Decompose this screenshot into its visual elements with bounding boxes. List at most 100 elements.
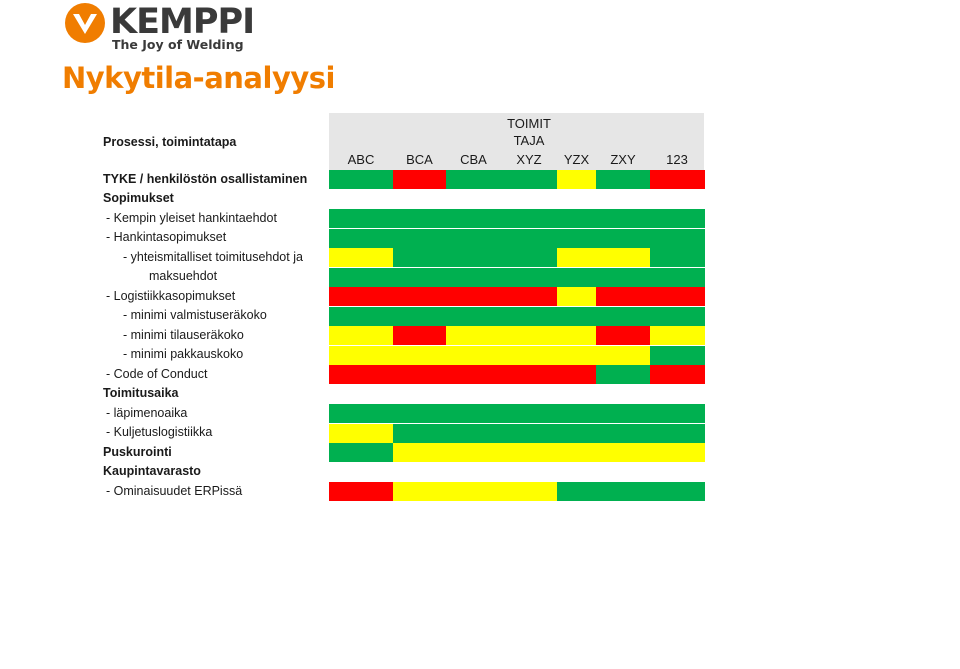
status-cell [446,209,502,228]
row-label: - yhteismitalliset toimitusehdot ja [123,249,303,264]
status-cell [501,248,558,267]
status-cell [329,365,394,384]
status-cell [596,267,651,287]
status-cell [596,306,651,326]
status-cell [557,365,597,384]
status-cell [596,384,651,404]
logo-wordmark: KEMPPI [110,2,255,42]
status-cell [329,248,394,267]
status-cell [393,482,447,501]
row-label: - Kempin yleiset hankintaehdot [106,210,277,225]
status-cell [329,423,394,443]
status-cell [501,404,558,423]
status-cell [596,209,651,228]
status-cell [501,443,558,462]
status-cell [557,248,597,267]
status-cell [501,326,558,345]
status-cell [329,228,394,248]
status-cell [329,384,394,404]
column-header: ZXY [610,152,636,167]
row-label: Toimitusaika [103,386,179,400]
status-cell [393,443,447,462]
supplier-group-header: TOIMIT TAJA [501,115,557,149]
status-cell [557,306,597,326]
status-cell [446,462,502,482]
status-cell [596,423,651,443]
status-cell [501,482,558,501]
row-label: - Code of Conduct [106,366,208,381]
status-cell [446,189,502,209]
status-cell [557,443,597,462]
status-cell [650,306,705,326]
status-cell [329,170,394,189]
status-cell [329,287,394,306]
status-cell [501,228,558,248]
supplier-group-header-line-2: TAJA [513,133,545,148]
status-cell [393,189,447,209]
label-column [103,113,329,500]
status-cell [446,326,502,345]
status-cell [393,228,447,248]
status-cell [446,404,502,423]
status-cell [557,170,597,189]
status-cell [650,287,705,306]
status-cell [393,248,447,267]
status-cell [557,267,597,287]
status-cell [596,287,651,306]
status-cell [557,189,597,209]
status-cell [557,462,597,482]
column-header: BCA [406,152,433,167]
status-cell [501,189,558,209]
status-cell [650,345,705,365]
status-cell [329,345,394,365]
row-label: maksuehdot [149,269,218,283]
status-cell [501,384,558,404]
row-label: Sopimukset [103,191,174,205]
status-cell [596,189,651,209]
status-cell [650,248,705,267]
status-cell [393,267,447,287]
status-cell [557,228,597,248]
status-cell [446,365,502,384]
status-cell [650,384,705,404]
status-cell [446,287,502,306]
status-cell [329,482,394,501]
column-header: YZX [563,152,590,167]
status-cell [393,423,447,443]
page-title: Nykytila-analyysi [62,61,335,95]
status-cell [557,345,597,365]
status-cell [329,404,394,423]
status-cell [329,443,394,462]
status-cell [446,248,502,267]
supplier-group-header-line-1: TOIMIT [507,116,551,131]
status-cell [650,228,705,248]
logo-tagline: The Joy of Welding [112,37,244,52]
status-cell [650,326,705,345]
status-cell [329,326,394,345]
status-cell [557,326,597,345]
status-cell [446,228,502,248]
status-cell [501,306,558,326]
status-cell [446,423,502,443]
kemppi-logo: KEMPPI The Joy of Welding [64,2,255,52]
row-label: Puskurointi [103,444,172,459]
status-cell [650,462,705,482]
status-cell [501,209,558,228]
kemppi-logo-mark-icon [65,3,105,43]
row-label: Kaupintavarasto [103,464,201,478]
status-cell [557,404,597,423]
status-cell [446,306,502,326]
status-cell [446,345,502,365]
row-label: - minimi tilauseräkoko [123,327,244,342]
row-label: - läpimenoaika [106,405,188,420]
process-column-header: Prosessi, toimintatapa [103,135,237,149]
column-header: ABC [347,152,375,167]
status-cell [650,443,705,462]
status-cell [557,287,597,306]
status-cell [596,404,651,423]
status-cell [446,443,502,462]
status-cell [501,170,558,189]
status-cell [446,267,502,287]
row-label: - minimi pakkauskoko [123,347,244,361]
status-cell [650,365,705,384]
